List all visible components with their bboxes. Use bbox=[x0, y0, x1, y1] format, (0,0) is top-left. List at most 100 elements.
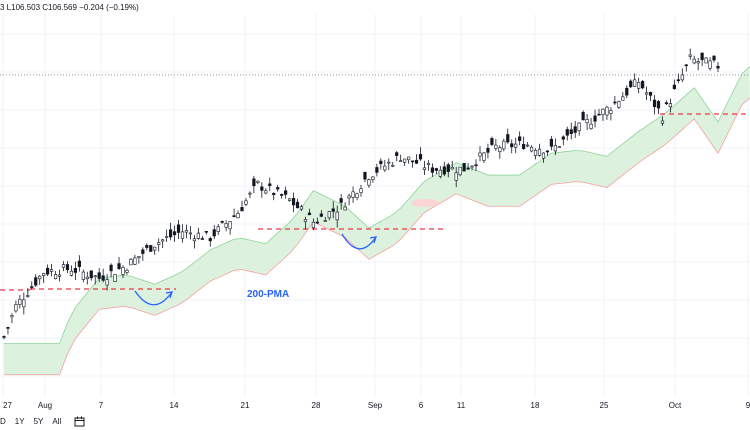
candle-body bbox=[117, 263, 121, 269]
candle-body bbox=[323, 220, 327, 222]
candle-body bbox=[454, 172, 458, 181]
x-tick-label: Oct bbox=[669, 401, 682, 410]
x-tick-label: 21 bbox=[241, 401, 250, 410]
range-button-5y[interactable]: 5Y bbox=[33, 417, 44, 426]
candle-body bbox=[514, 143, 518, 148]
pma-annotation: 200-PMA bbox=[247, 289, 289, 300]
range-button-all[interactable]: All bbox=[52, 417, 62, 426]
candle-body bbox=[708, 60, 712, 69]
candle-body bbox=[597, 113, 601, 116]
candle-body bbox=[593, 115, 597, 122]
candle-body bbox=[704, 57, 708, 64]
candle-body bbox=[553, 145, 557, 152]
candle-body bbox=[34, 277, 38, 286]
candle-body bbox=[434, 168, 438, 171]
candle-body bbox=[49, 269, 54, 272]
candle-body bbox=[303, 219, 308, 223]
x-tick-label: 9 bbox=[746, 401, 750, 410]
candle-body bbox=[577, 122, 581, 132]
candle-body bbox=[212, 229, 216, 237]
candle-body bbox=[371, 176, 375, 180]
candle-body bbox=[613, 101, 617, 104]
candle-body bbox=[200, 238, 204, 240]
candle-body bbox=[696, 61, 700, 64]
candle-body bbox=[494, 144, 498, 149]
candle-body bbox=[85, 276, 89, 280]
candle-body bbox=[399, 160, 403, 162]
candle-body bbox=[379, 160, 383, 165]
candle-body bbox=[676, 79, 680, 81]
x-tick-label: Sep bbox=[368, 401, 383, 410]
candle-body bbox=[204, 231, 208, 233]
candle-body bbox=[617, 101, 621, 108]
candle-body bbox=[145, 245, 149, 248]
candle-body bbox=[287, 198, 292, 201]
candle-body bbox=[113, 274, 117, 283]
candle-body bbox=[375, 167, 379, 173]
candle-body bbox=[220, 221, 224, 223]
candle-body bbox=[53, 274, 58, 280]
candle-body bbox=[522, 144, 526, 150]
candle-body bbox=[418, 154, 423, 160]
candle-body bbox=[26, 295, 30, 297]
candle-body bbox=[149, 245, 153, 252]
x-axis-ticks: 27 Aug 7 14 21 28 Sep 6 11 18 25 Oct 9 bbox=[3, 401, 750, 410]
candle-body bbox=[141, 249, 145, 254]
candle-body bbox=[355, 193, 359, 198]
candle-body bbox=[311, 221, 316, 228]
candle-body bbox=[609, 110, 613, 114]
candle-body bbox=[46, 267, 50, 275]
candle-body bbox=[169, 229, 173, 238]
candle-body bbox=[545, 150, 550, 153]
x-tick-label: 27 bbox=[3, 401, 12, 410]
candle-body bbox=[161, 239, 165, 242]
candle-body bbox=[6, 327, 10, 329]
candlesticks bbox=[2, 48, 720, 340]
candle-body bbox=[470, 165, 474, 168]
candle-body bbox=[10, 315, 14, 318]
candle-body bbox=[641, 81, 645, 89]
candle-body bbox=[331, 208, 335, 212]
range-button-d[interactable]: D bbox=[0, 417, 6, 426]
calendar-icon[interactable] bbox=[74, 416, 85, 427]
candle-body bbox=[30, 286, 34, 288]
candle-body bbox=[648, 92, 653, 96]
candle-body bbox=[284, 190, 288, 195]
candle-body bbox=[22, 299, 26, 308]
candle-body bbox=[490, 138, 494, 145]
candle-body bbox=[422, 167, 427, 170]
candle-body bbox=[121, 267, 125, 275]
candle-body bbox=[61, 264, 66, 268]
candle-body bbox=[688, 54, 692, 57]
candle-body bbox=[260, 186, 264, 191]
candle-body bbox=[157, 242, 161, 245]
candle-body bbox=[351, 191, 355, 198]
candle-body bbox=[236, 213, 240, 219]
candle-body bbox=[363, 171, 367, 180]
candle-body bbox=[208, 238, 212, 242]
candle-body bbox=[692, 58, 696, 64]
candle-body bbox=[248, 192, 252, 195]
candle-body bbox=[506, 134, 510, 143]
candle-body bbox=[192, 238, 197, 242]
candle-body bbox=[458, 166, 462, 176]
candle-body bbox=[339, 198, 343, 203]
x-tick-label: 18 bbox=[531, 401, 540, 410]
candle-body bbox=[446, 164, 450, 172]
candle-body bbox=[315, 221, 319, 224]
candle-body bbox=[307, 212, 312, 216]
candle-body bbox=[684, 64, 688, 67]
candle-body bbox=[474, 164, 478, 167]
candle-body bbox=[137, 256, 141, 259]
candle-body bbox=[486, 148, 490, 153]
x-tick-label: 25 bbox=[600, 401, 609, 410]
range-button-1y[interactable]: 1Y bbox=[14, 417, 25, 426]
candle-body bbox=[73, 268, 77, 273]
candle-body bbox=[664, 102, 669, 105]
candle-body bbox=[125, 269, 129, 273]
candle-body bbox=[625, 87, 629, 96]
candle-body bbox=[426, 162, 431, 165]
candle-body bbox=[14, 304, 18, 312]
candle-body bbox=[589, 123, 593, 129]
